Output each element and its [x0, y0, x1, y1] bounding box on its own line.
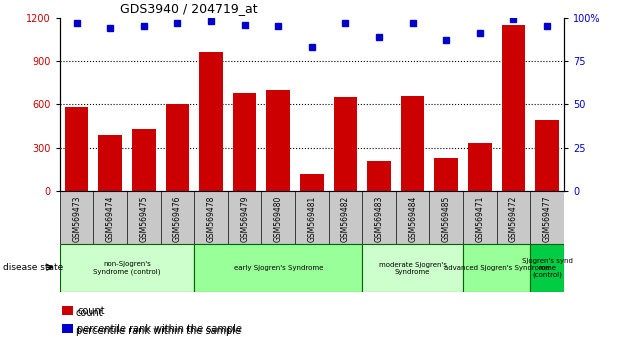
- Text: GSM569474: GSM569474: [106, 195, 115, 242]
- Text: GSM569479: GSM569479: [240, 195, 249, 242]
- Text: GSM569477: GSM569477: [542, 195, 551, 242]
- Bar: [98, 135, 122, 191]
- Bar: [233, 93, 256, 191]
- Bar: [530, 244, 564, 292]
- Text: GSM569472: GSM569472: [509, 195, 518, 242]
- Text: count: count: [76, 308, 103, 318]
- Bar: [435, 158, 458, 191]
- Text: GSM569476: GSM569476: [173, 195, 182, 242]
- Bar: [468, 143, 491, 191]
- Bar: [62, 324, 74, 333]
- Text: GSM569475: GSM569475: [139, 195, 148, 242]
- Bar: [463, 244, 530, 292]
- Text: moderate Sjogren's
Syndrome: moderate Sjogren's Syndrome: [379, 262, 447, 275]
- Bar: [501, 25, 525, 191]
- Bar: [362, 244, 463, 292]
- Bar: [199, 52, 223, 191]
- Text: GSM569473: GSM569473: [72, 195, 81, 242]
- Bar: [401, 96, 425, 191]
- Bar: [65, 107, 88, 191]
- Text: disease state: disease state: [3, 263, 64, 272]
- Text: early Sjogren's Syndrome: early Sjogren's Syndrome: [234, 265, 323, 271]
- Text: GDS3940 / 204719_at: GDS3940 / 204719_at: [120, 2, 258, 15]
- Text: GSM569481: GSM569481: [307, 195, 316, 242]
- Text: advanced Sjogren's Syndrome: advanced Sjogren's Syndrome: [444, 265, 549, 271]
- Text: GSM569482: GSM569482: [341, 195, 350, 242]
- Text: GSM569471: GSM569471: [476, 195, 484, 242]
- Bar: [60, 244, 194, 292]
- Text: count: count: [77, 306, 105, 315]
- Bar: [536, 120, 559, 191]
- Text: GSM569485: GSM569485: [442, 195, 450, 242]
- Bar: [166, 104, 189, 191]
- Bar: [334, 97, 357, 191]
- Text: percentile rank within the sample: percentile rank within the sample: [77, 324, 243, 334]
- Text: percentile rank within the sample: percentile rank within the sample: [76, 326, 241, 336]
- Bar: [367, 161, 391, 191]
- Bar: [194, 244, 362, 292]
- Bar: [266, 90, 290, 191]
- Text: Sjogren's synd
rome
(control): Sjogren's synd rome (control): [522, 258, 573, 278]
- Text: non-Sjogren's
Syndrome (control): non-Sjogren's Syndrome (control): [93, 261, 161, 275]
- Text: GSM569483: GSM569483: [375, 195, 384, 242]
- Bar: [132, 129, 156, 191]
- Text: GSM569480: GSM569480: [274, 195, 283, 242]
- Bar: [62, 306, 74, 315]
- Text: GSM569478: GSM569478: [207, 195, 215, 242]
- Bar: [300, 174, 324, 191]
- Text: GSM569484: GSM569484: [408, 195, 417, 242]
